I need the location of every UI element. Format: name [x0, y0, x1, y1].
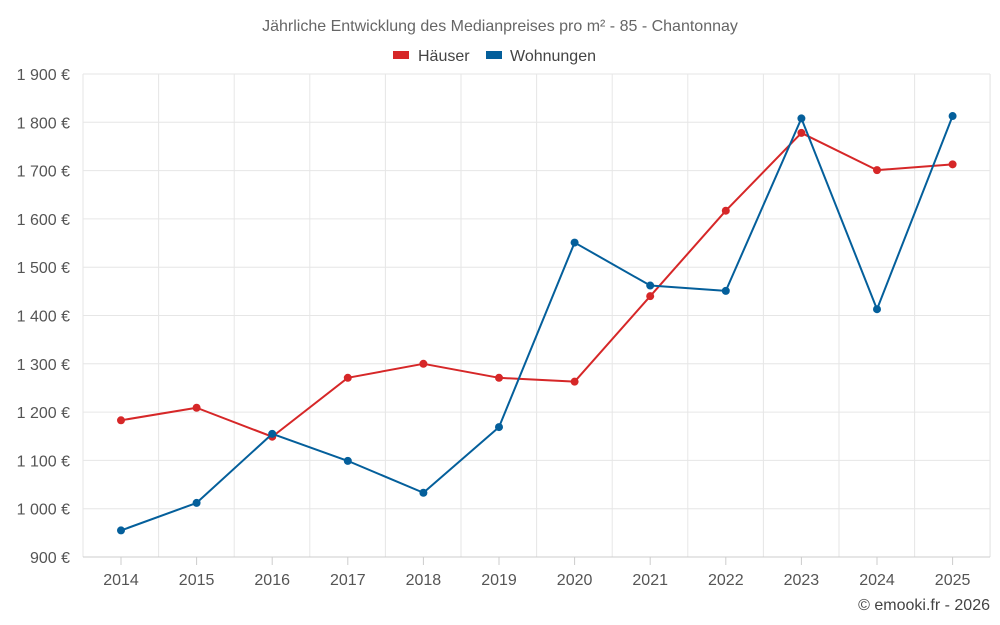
- data-point-hauser[interactable]: [117, 416, 125, 425]
- series-wohnungen: [117, 112, 957, 535]
- legend-item-haeuser[interactable]: Häuser: [393, 48, 470, 65]
- y-tick-label: 1 900 €: [17, 67, 70, 84]
- data-point-hauser[interactable]: [797, 128, 806, 137]
- x-axis: 2014 2015 2016 2017 2018 2019 2020 2021 2022 2023…: [83, 556, 990, 589]
- legend-item-wohnungen[interactable]: Wohnungen: [486, 48, 596, 65]
- data-point-hauser[interactable]: [419, 359, 428, 368]
- data-point-wohnungen[interactable]: [419, 488, 428, 497]
- x-tick-label: 2022: [708, 572, 744, 589]
- legend-swatch-wohnungen: [486, 51, 502, 59]
- data-point-wohnungen[interactable]: [646, 281, 655, 290]
- x-tick-label: 2023: [784, 572, 820, 589]
- legend-label-haeuser: Häuser: [418, 48, 470, 65]
- data-point-hauser[interactable]: [192, 403, 201, 412]
- x-tick-label: 2024: [859, 572, 895, 589]
- y-tick-label: 1 600 €: [17, 212, 70, 229]
- y-tick-label: 1 800 €: [17, 115, 70, 132]
- legend: Häuser Wohnungen: [393, 48, 596, 65]
- data-point-hauser[interactable]: [948, 160, 957, 169]
- data-point-hauser[interactable]: [495, 373, 503, 382]
- data-point-wohnungen[interactable]: [721, 286, 730, 295]
- data-point-wohnungen[interactable]: [797, 114, 806, 123]
- series-line-hauser: [120, 131, 953, 438]
- data-point-wohnungen[interactable]: [117, 526, 125, 535]
- y-tick-label: 1 200 €: [17, 405, 70, 422]
- y-tick-label: 1 400 €: [17, 309, 70, 326]
- x-tick-label: 2017: [330, 572, 366, 589]
- data-point-hauser[interactable]: [343, 373, 352, 382]
- y-tick-label: 1 300 €: [17, 357, 70, 374]
- series-hauser: [117, 128, 957, 441]
- data-point-wohnungen[interactable]: [495, 423, 503, 432]
- chart-title: Jährliche Entwicklung des Medianpreises …: [262, 18, 738, 35]
- legend-swatch-haeuser: [393, 51, 409, 59]
- y-tick-label: 1 700 €: [17, 164, 70, 181]
- x-tick-label: 2018: [406, 572, 442, 589]
- x-tick-label: 2020: [557, 572, 593, 589]
- data-point-hauser[interactable]: [721, 206, 730, 215]
- x-tick-label: 2015: [179, 572, 215, 589]
- data-point-wohnungen[interactable]: [873, 305, 881, 314]
- data-point-wohnungen[interactable]: [948, 112, 957, 121]
- y-tick-label: 900 €: [30, 550, 70, 567]
- y-tick-label: 1 500 €: [17, 260, 70, 277]
- x-tick-label: 2021: [632, 572, 668, 589]
- legend-label-wohnungen: Wohnungen: [510, 48, 596, 65]
- x-tick-label: 2014: [103, 572, 139, 589]
- x-tick-label: 2019: [481, 572, 517, 589]
- x-tick-label: 2016: [254, 572, 290, 589]
- y-axis: 900 € 1 000 € 1 100 € 1 200 € 1 300 € 1 400 €…: [17, 67, 70, 567]
- series: [117, 112, 957, 535]
- data-point-hauser[interactable]: [646, 292, 655, 301]
- data-point-hauser[interactable]: [873, 166, 881, 175]
- series-line-wohnungen: [120, 115, 954, 532]
- y-tick-label: 1 100 €: [17, 453, 70, 470]
- y-tick-label: 1 000 €: [17, 502, 70, 519]
- data-point-wohnungen[interactable]: [268, 429, 277, 438]
- data-point-hauser[interactable]: [570, 377, 579, 386]
- data-point-wohnungen[interactable]: [192, 498, 201, 507]
- data-point-wohnungen[interactable]: [343, 456, 352, 465]
- data-point-wohnungen[interactable]: [570, 238, 579, 247]
- x-tick-label: 2025: [935, 572, 971, 589]
- credit-text: © emooki.fr - 2026: [858, 597, 990, 614]
- grid: [82, 73, 991, 558]
